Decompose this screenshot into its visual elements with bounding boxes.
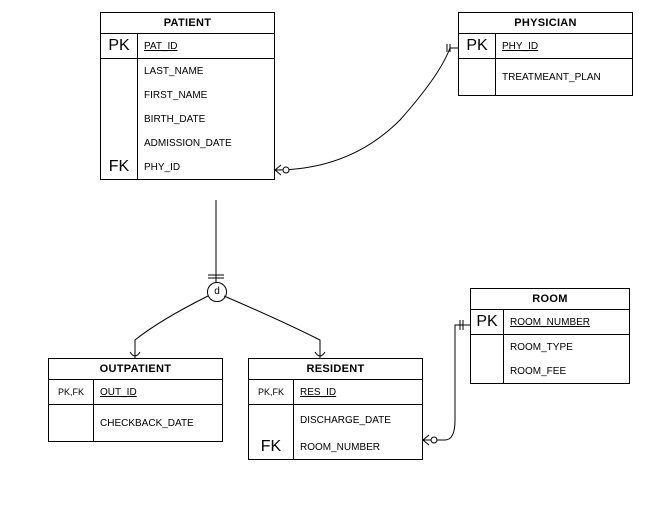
key-cell: PK,FK bbox=[249, 380, 293, 405]
attr-cell: ROOM_NUMBER bbox=[504, 310, 629, 335]
entity-title: PHYSICIAN bbox=[459, 13, 632, 34]
entity-title: RESIDENT bbox=[249, 359, 422, 380]
attr-cell: RES_ID bbox=[294, 380, 422, 405]
inheritance-symbol: d bbox=[207, 282, 227, 302]
key-cell: FK bbox=[249, 435, 293, 459]
entity-resident: RESIDENT PK,FK FK RES_ID DISCHARGE_DATE … bbox=[248, 358, 423, 460]
key-cell: PK bbox=[101, 34, 137, 59]
attr-cell: PHY_ID bbox=[496, 34, 632, 59]
entity-room: ROOM PK ROOM_NUMBER ROOM_TYPE ROOM_FEE bbox=[470, 288, 630, 384]
key-cell: FK bbox=[101, 155, 137, 179]
attr-cell: ROOM_TYPE bbox=[504, 335, 629, 359]
attr-cell: FIRST_NAME bbox=[138, 83, 274, 107]
attr-cell: ROOM_NUMBER bbox=[294, 435, 422, 459]
attr-cell: CHECKBACK_DATE bbox=[94, 405, 222, 441]
entity-title: PATIENT bbox=[101, 13, 274, 34]
entity-physician: PHYSICIAN PK PHY_ID TREATMEANT_PLAN bbox=[458, 12, 633, 96]
entity-patient: PATIENT PK FK PAT_ID LAST_NAME FIRST_NAM… bbox=[100, 12, 275, 180]
key-cell: PK bbox=[459, 34, 495, 59]
attr-cell: TREATMEANT_PLAN bbox=[496, 59, 632, 95]
attr-cell: PHY_ID bbox=[138, 155, 274, 179]
attr-cell: DISCHARGE_DATE bbox=[294, 405, 422, 435]
attr-cell: OUT_ID bbox=[94, 380, 222, 405]
entity-title: ROOM bbox=[471, 289, 629, 310]
entity-title: OUTPATIENT bbox=[49, 359, 222, 380]
key-cell: PK,FK bbox=[49, 380, 93, 405]
attr-cell: LAST_NAME bbox=[138, 59, 274, 83]
key-cell: PK bbox=[471, 310, 503, 335]
attr-cell: ROOM_FEE bbox=[504, 359, 629, 383]
attr-cell: BIRTH_DATE bbox=[138, 107, 274, 131]
attr-cell: ADMISSION_DATE bbox=[138, 131, 274, 155]
attr-cell: PAT_ID bbox=[138, 34, 274, 59]
entity-outpatient: OUTPATIENT PK,FK OUT_ID CHECKBACK_DATE bbox=[48, 358, 223, 442]
